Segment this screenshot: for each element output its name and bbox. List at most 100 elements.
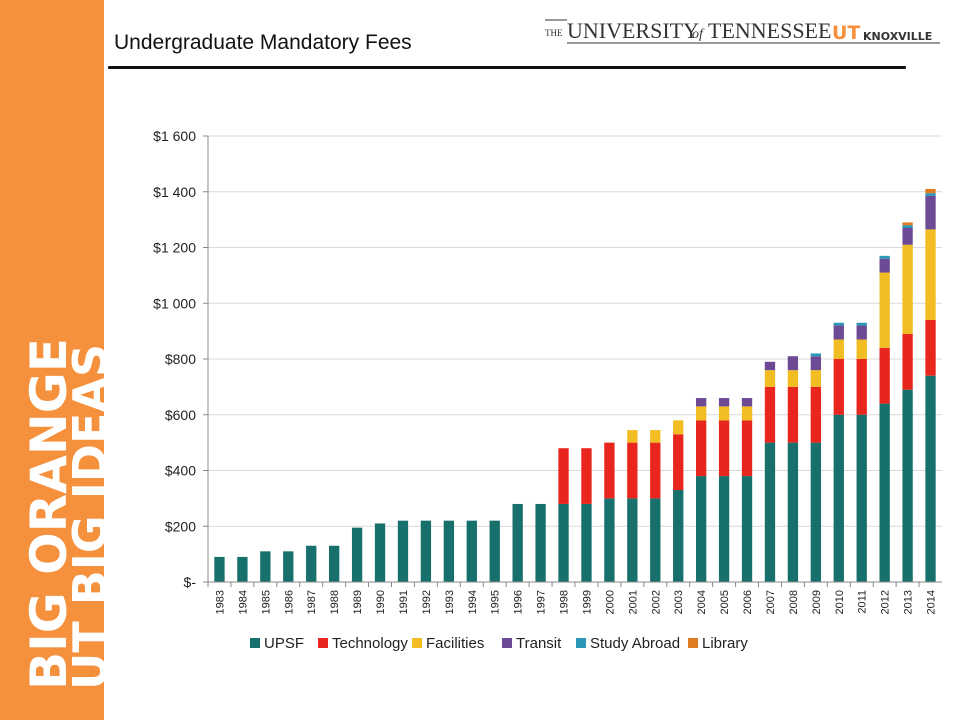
x-tick-label: 2010	[834, 590, 846, 614]
logo-ut-mark: UT	[832, 22, 860, 44]
bar-segment	[420, 520, 432, 582]
bar-segment	[695, 420, 707, 477]
bar-segment	[856, 339, 867, 359]
bar-segment	[351, 527, 363, 582]
x-tick-label: 1993	[444, 590, 456, 614]
bar-segment	[673, 490, 684, 582]
bar-segment	[856, 325, 867, 340]
x-tick-label: 1992	[421, 590, 433, 614]
x-tick-label: 2009	[811, 590, 823, 614]
bar-segment	[650, 430, 661, 443]
bar-segment	[925, 193, 936, 196]
bar-segment	[833, 359, 844, 415]
svg-text:BIG ORANGE: BIG ORANGE	[20, 338, 78, 690]
x-tick-label: 1984	[237, 590, 249, 614]
bar-segment	[925, 195, 936, 230]
x-tick-label: 2000	[604, 590, 616, 614]
x-tick-label: 2007	[765, 590, 777, 614]
x-tick-label: 1990	[375, 590, 387, 614]
logo-tennessee: TENNESSEE	[708, 18, 831, 43]
bar-segment	[810, 356, 822, 371]
bar-segment	[925, 229, 936, 320]
legend-label: Study Abroad	[590, 635, 680, 652]
page-title: Undergraduate Mandatory Fees	[114, 31, 412, 54]
bar-segment	[879, 255, 890, 259]
legend-label: UPSF	[264, 635, 304, 652]
x-tick-label: 2014	[926, 590, 938, 614]
bar-segment	[512, 503, 523, 582]
bar-segment	[856, 414, 867, 582]
bar-segment	[787, 386, 799, 443]
x-tick-label: 1987	[306, 590, 318, 614]
x-tick-label: 1997	[536, 590, 548, 614]
x-tick-label: 1991	[398, 590, 410, 614]
logo-university: UNIVERSITY	[567, 18, 699, 43]
bar-segment	[214, 556, 225, 582]
bars	[214, 188, 936, 582]
bar-segment	[374, 523, 386, 582]
bar-segment	[902, 333, 913, 390]
bar-segment	[328, 545, 340, 582]
bar-segment	[902, 222, 913, 226]
y-tick-label: $-	[184, 574, 197, 590]
bar-segment	[902, 244, 913, 334]
x-tick-label: 2011	[857, 590, 869, 614]
bar-segment	[856, 322, 867, 326]
bar-segment	[925, 188, 936, 194]
bar-segment	[787, 370, 799, 387]
x-tick-label: 1994	[467, 590, 479, 614]
x-tick-label: 2005	[719, 590, 731, 614]
bar-segment	[741, 398, 753, 407]
x-tick-label: 1998	[559, 590, 571, 614]
bar-segment	[283, 551, 294, 582]
bar-segment	[902, 225, 913, 228]
bar-segment	[695, 398, 707, 407]
bar-segment	[581, 448, 592, 504]
bar-segment	[833, 339, 844, 359]
bar-segment	[489, 520, 500, 582]
y-tick-label: $1 000	[153, 295, 196, 311]
legend-swatch	[318, 638, 328, 648]
legend-swatch	[412, 638, 422, 648]
legend-swatch	[576, 638, 586, 648]
bar-segment	[650, 442, 661, 499]
bar-segment	[902, 389, 913, 582]
bar-segment	[764, 361, 776, 371]
bar-segment	[810, 353, 822, 357]
bar-segment	[443, 520, 455, 582]
bar-segment	[397, 520, 409, 582]
bar-segment	[764, 442, 776, 582]
bar-segment	[466, 520, 477, 582]
bar-segment	[741, 476, 753, 582]
bar-segment	[764, 370, 776, 387]
bar-segment	[787, 442, 799, 582]
bar-segment	[604, 498, 615, 582]
legend-label: Facilities	[426, 635, 484, 652]
gridlines	[203, 135, 942, 587]
x-tick-label: 1996	[513, 590, 525, 614]
mandatory-fees-chart: $- $200 $400 $600 $800 $1 000 $1 200 $1 400 $1 6…	[153, 128, 942, 652]
bar-segment	[879, 403, 890, 582]
bar-segment	[833, 414, 844, 582]
legend: UPSF Technology Facilities Transit Study Abr…	[250, 635, 748, 652]
x-tick-label: 2008	[788, 590, 800, 614]
bar-segment	[718, 476, 730, 582]
logo-knoxville: KNOXVILLE	[863, 30, 932, 43]
legend-swatch	[502, 638, 512, 648]
bar-segment	[627, 430, 638, 443]
x-tick-label: 2013	[903, 590, 915, 614]
legend-swatch	[688, 638, 698, 648]
svg-text:UT BIG IDEAS: UT BIG IDEAS	[63, 344, 104, 690]
bar-segment	[787, 356, 799, 371]
y-tick-label: $600	[165, 407, 196, 423]
bar-segment	[810, 386, 822, 443]
logo-of: of	[692, 27, 705, 42]
x-tick-labels: 1983 1984 1985 1986 1987 1988 1989 1990 1991 1992…	[214, 590, 937, 614]
bar-segment	[925, 375, 936, 582]
bar-segment	[535, 503, 546, 582]
x-tick-label: 2012	[880, 590, 892, 614]
y-tick-label: $800	[165, 351, 196, 367]
bar-segment	[856, 359, 867, 415]
bar-segment	[764, 386, 776, 443]
legend-label: Library	[702, 635, 748, 652]
